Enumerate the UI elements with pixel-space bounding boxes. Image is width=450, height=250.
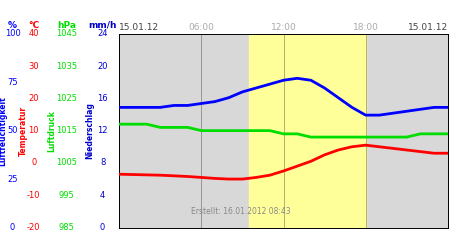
Text: 995: 995	[58, 191, 74, 200]
Text: %: %	[8, 21, 17, 30]
Text: Temperatur: Temperatur	[19, 106, 28, 156]
Text: 40: 40	[28, 29, 39, 38]
Text: °C: °C	[28, 21, 39, 30]
Text: mm/h: mm/h	[88, 21, 117, 30]
Text: 24: 24	[97, 29, 108, 38]
Text: 50: 50	[7, 126, 18, 135]
Text: 15.01.12: 15.01.12	[119, 24, 159, 32]
Text: Erstellt: 16.01.2012 08:43: Erstellt: 16.01.2012 08:43	[191, 207, 291, 216]
Text: 1015: 1015	[56, 126, 77, 135]
Text: 0: 0	[100, 223, 105, 232]
Text: 0: 0	[10, 223, 15, 232]
Text: 16: 16	[97, 94, 108, 103]
Text: 20: 20	[97, 62, 108, 70]
Text: Luftdruck: Luftdruck	[47, 110, 56, 152]
Text: 100: 100	[4, 29, 21, 38]
Text: 985: 985	[58, 223, 75, 232]
Text: 75: 75	[7, 78, 18, 87]
Text: hPa: hPa	[57, 21, 76, 30]
Text: 1035: 1035	[56, 62, 77, 70]
Text: 1045: 1045	[56, 29, 77, 38]
Text: 1025: 1025	[56, 94, 77, 103]
Text: 0: 0	[31, 158, 36, 168]
Text: 8: 8	[100, 158, 105, 168]
Text: 12: 12	[97, 126, 108, 135]
Bar	[249, 34, 365, 228]
Text: 4: 4	[100, 191, 105, 200]
Text: -20: -20	[27, 223, 40, 232]
Text: 30: 30	[28, 62, 39, 70]
Text: Niederschlag: Niederschlag	[86, 102, 94, 159]
Text: Luftfeuchtigkeit: Luftfeuchtigkeit	[0, 96, 8, 166]
Text: 10: 10	[28, 126, 39, 135]
Text: -10: -10	[27, 191, 40, 200]
Text: 15.01.12: 15.01.12	[408, 24, 448, 32]
Text: 1005: 1005	[56, 158, 77, 168]
Text: 25: 25	[7, 174, 18, 184]
Text: 20: 20	[28, 94, 39, 103]
